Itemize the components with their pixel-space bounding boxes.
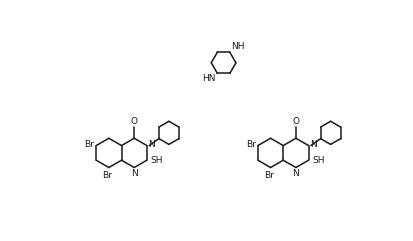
Text: N: N [310,140,317,149]
Text: SH: SH [312,156,325,166]
Text: O: O [292,117,299,126]
Text: HN: HN [202,74,216,83]
Text: NH: NH [231,42,245,51]
Text: N: N [292,169,299,178]
Text: Br: Br [84,140,94,149]
Text: N: N [131,169,138,178]
Text: SH: SH [151,156,163,166]
Text: Br: Br [102,171,112,180]
Text: Br: Br [246,140,256,149]
Text: Br: Br [264,171,274,180]
Text: O: O [131,117,138,126]
Text: N: N [148,140,155,149]
